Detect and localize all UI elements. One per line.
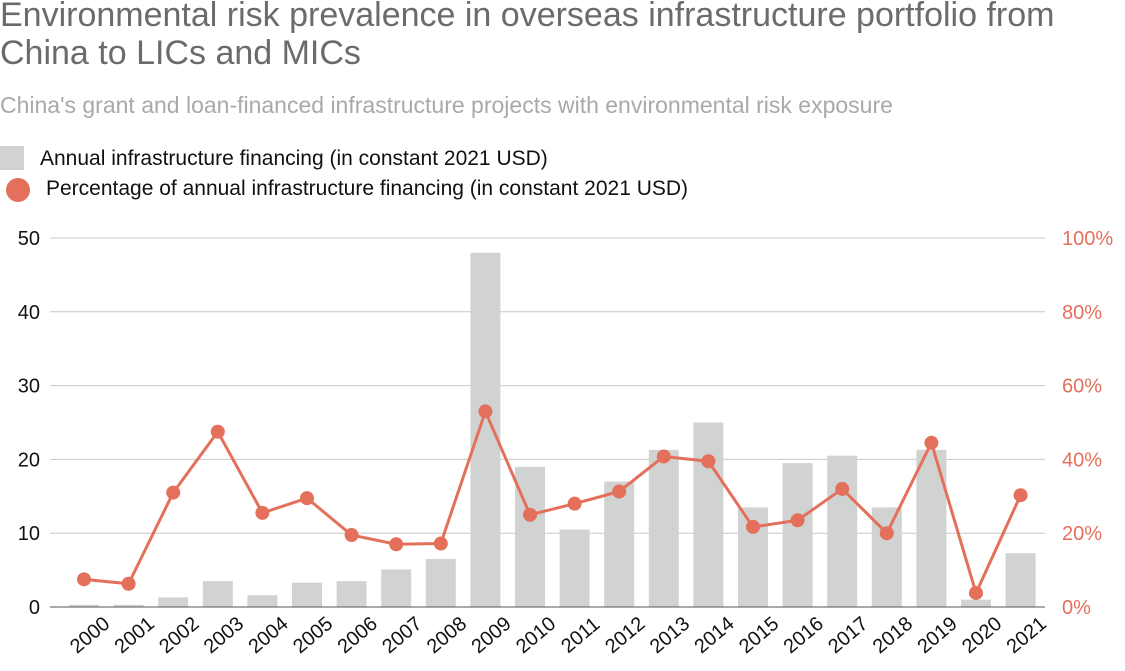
y-left-tick-label: 30 (18, 376, 40, 398)
bar (961, 599, 991, 607)
line-point (1013, 488, 1028, 503)
x-tick-label: 2020 (958, 613, 1006, 658)
line-point (166, 485, 181, 500)
line-point (612, 484, 627, 499)
x-tick-label: 2019 (913, 613, 961, 658)
y-right-tick-label: 40% (1062, 449, 1102, 471)
legend-swatch-line (6, 178, 30, 202)
bar (827, 455, 858, 607)
x-tick-label: 2013 (646, 613, 694, 658)
line-point (300, 491, 314, 506)
line-point (746, 519, 760, 534)
x-tick-label: 2011 (557, 613, 604, 658)
bar (693, 422, 724, 607)
x-tick-label: 2007 (378, 613, 426, 658)
line-point (389, 537, 404, 552)
bar (648, 449, 679, 607)
y-right-tick-label: 0% (1062, 597, 1091, 619)
x-tick-label: 2000 (66, 613, 114, 658)
line-point (879, 526, 894, 541)
y-left-tick-label: 10 (18, 523, 40, 545)
legend-label-line: Percentage of annual infrastructure fina… (46, 177, 689, 200)
line-point (77, 572, 91, 587)
x-tick-label: 2018 (869, 613, 917, 658)
x-tick-label: 2005 (289, 613, 337, 658)
bar (292, 582, 322, 607)
legend-swatch-bars (0, 146, 24, 170)
line-point (255, 505, 270, 520)
bar (1005, 553, 1036, 607)
x-tick-label: 2017 (824, 613, 872, 658)
chart-title: Environmental risk prevalence in oversea… (0, 0, 1055, 72)
y-right-tick-label: 100% (1062, 228, 1113, 250)
bar (425, 559, 456, 607)
x-tick-label: 2010 (512, 613, 560, 658)
bar (158, 597, 189, 607)
bar (336, 581, 367, 607)
bar (604, 481, 635, 607)
x-tick-label: 2002 (155, 613, 203, 658)
bar (69, 604, 99, 607)
legend-item-bars: Annual infrastructure financing (in cons… (0, 146, 700, 174)
line-point (969, 585, 983, 600)
line-point (210, 424, 225, 439)
line-point (433, 536, 448, 551)
y-left-tick-label: 20 (18, 449, 40, 471)
legend-label-bars: Annual infrastructure financing (in cons… (40, 147, 548, 170)
x-tick-label: 2001 (111, 613, 159, 658)
legend-item-line: Percentage of annual infrastructure fina… (0, 176, 800, 204)
line-point (656, 449, 671, 464)
y-left-tick-label: 0 (29, 597, 40, 619)
line-point (790, 513, 805, 528)
x-tick-label: 2003 (200, 613, 248, 658)
percentage-line (83, 409, 1022, 595)
chart-subtitle: China's grant and loan-financed infrastr… (0, 92, 893, 118)
y-left-tick-label: 50 (18, 228, 40, 250)
y-right-tick-label: 20% (1062, 523, 1102, 545)
line-point (121, 576, 136, 591)
line-point (523, 507, 537, 522)
bar (247, 595, 278, 607)
x-tick-label: 2009 (467, 613, 515, 658)
x-tick-label: 2008 (423, 613, 471, 658)
line-point (701, 454, 716, 469)
bar (559, 529, 590, 607)
y-right-tick-label: 60% (1062, 376, 1102, 398)
bar (113, 604, 144, 607)
x-tick-label: 2016 (780, 613, 828, 658)
x-tick-label: 2015 (735, 613, 783, 658)
line-point (924, 435, 939, 450)
line-point (567, 496, 582, 511)
bar (202, 581, 233, 607)
x-tick-label: 2012 (601, 613, 649, 658)
x-tick-label: 2014 (690, 613, 738, 658)
bar (782, 463, 813, 607)
bar (381, 569, 412, 607)
y-left-tick-label: 40 (18, 302, 40, 324)
y-right-tick-label: 80% (1062, 302, 1102, 324)
bar (470, 252, 501, 607)
x-tick-label: 2004 (244, 613, 292, 658)
line-point (478, 404, 493, 419)
x-tick-label: 2021 (1003, 613, 1051, 658)
x-tick-label: 2006 (334, 613, 382, 658)
line-point (344, 528, 359, 543)
line-point (835, 481, 850, 496)
